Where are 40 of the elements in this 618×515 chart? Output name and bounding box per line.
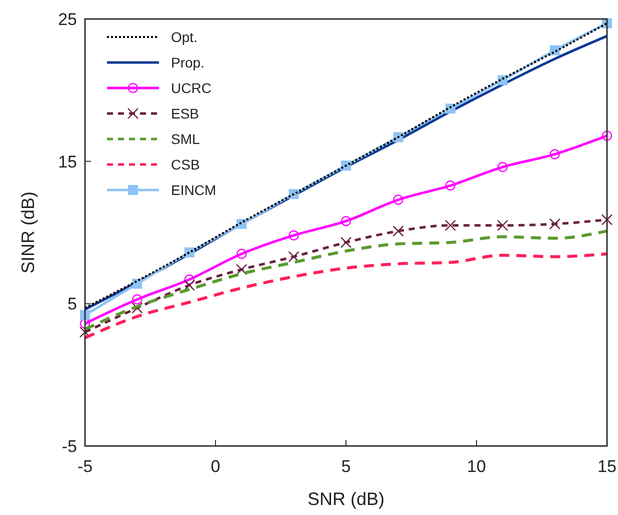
- point: [132, 294, 142, 304]
- point: [444, 220, 456, 231]
- point: [601, 214, 613, 226]
- line-series: [84, 252, 608, 340]
- point: [184, 280, 195, 291]
- legend-label: Opt.: [171, 29, 198, 45]
- point: [392, 225, 404, 237]
- y-axis-title: SINR (dB): [18, 191, 38, 274]
- point: [602, 130, 612, 141]
- point: [497, 220, 508, 231]
- legend-label: CSB: [171, 156, 200, 172]
- point: [288, 230, 299, 240]
- legend-label: SML: [171, 131, 200, 147]
- point: [549, 218, 560, 230]
- point: [184, 274, 194, 285]
- x-tick-label: -5: [77, 457, 93, 476]
- y-tick-label: 15: [58, 152, 77, 172]
- point: [445, 180, 456, 191]
- y-tick-label: 5: [68, 294, 77, 314]
- legend-label: Prop.: [171, 54, 204, 70]
- point: [393, 194, 404, 205]
- legend-label: UCRC: [171, 80, 212, 96]
- point: [550, 149, 560, 160]
- x-tick-label: 15: [598, 457, 616, 476]
- point: [498, 162, 508, 172]
- legend-label: EINCM: [171, 182, 216, 198]
- point: [340, 236, 352, 248]
- legend-label: ESB: [171, 106, 200, 122]
- point: [288, 251, 300, 262]
- point: [236, 248, 247, 259]
- point: [132, 278, 142, 289]
- y-tick-label: 25: [58, 10, 77, 29]
- point: [340, 216, 352, 226]
- x-tick-label: 0: [210, 457, 220, 476]
- x-tick-label: 10: [467, 457, 486, 476]
- y-tick-label: -5: [62, 437, 77, 456]
- x-tick-label: 5: [341, 457, 351, 476]
- point: [132, 302, 143, 314]
- x-axis-title: SNR (dB): [307, 489, 385, 509]
- point: [236, 264, 248, 276]
